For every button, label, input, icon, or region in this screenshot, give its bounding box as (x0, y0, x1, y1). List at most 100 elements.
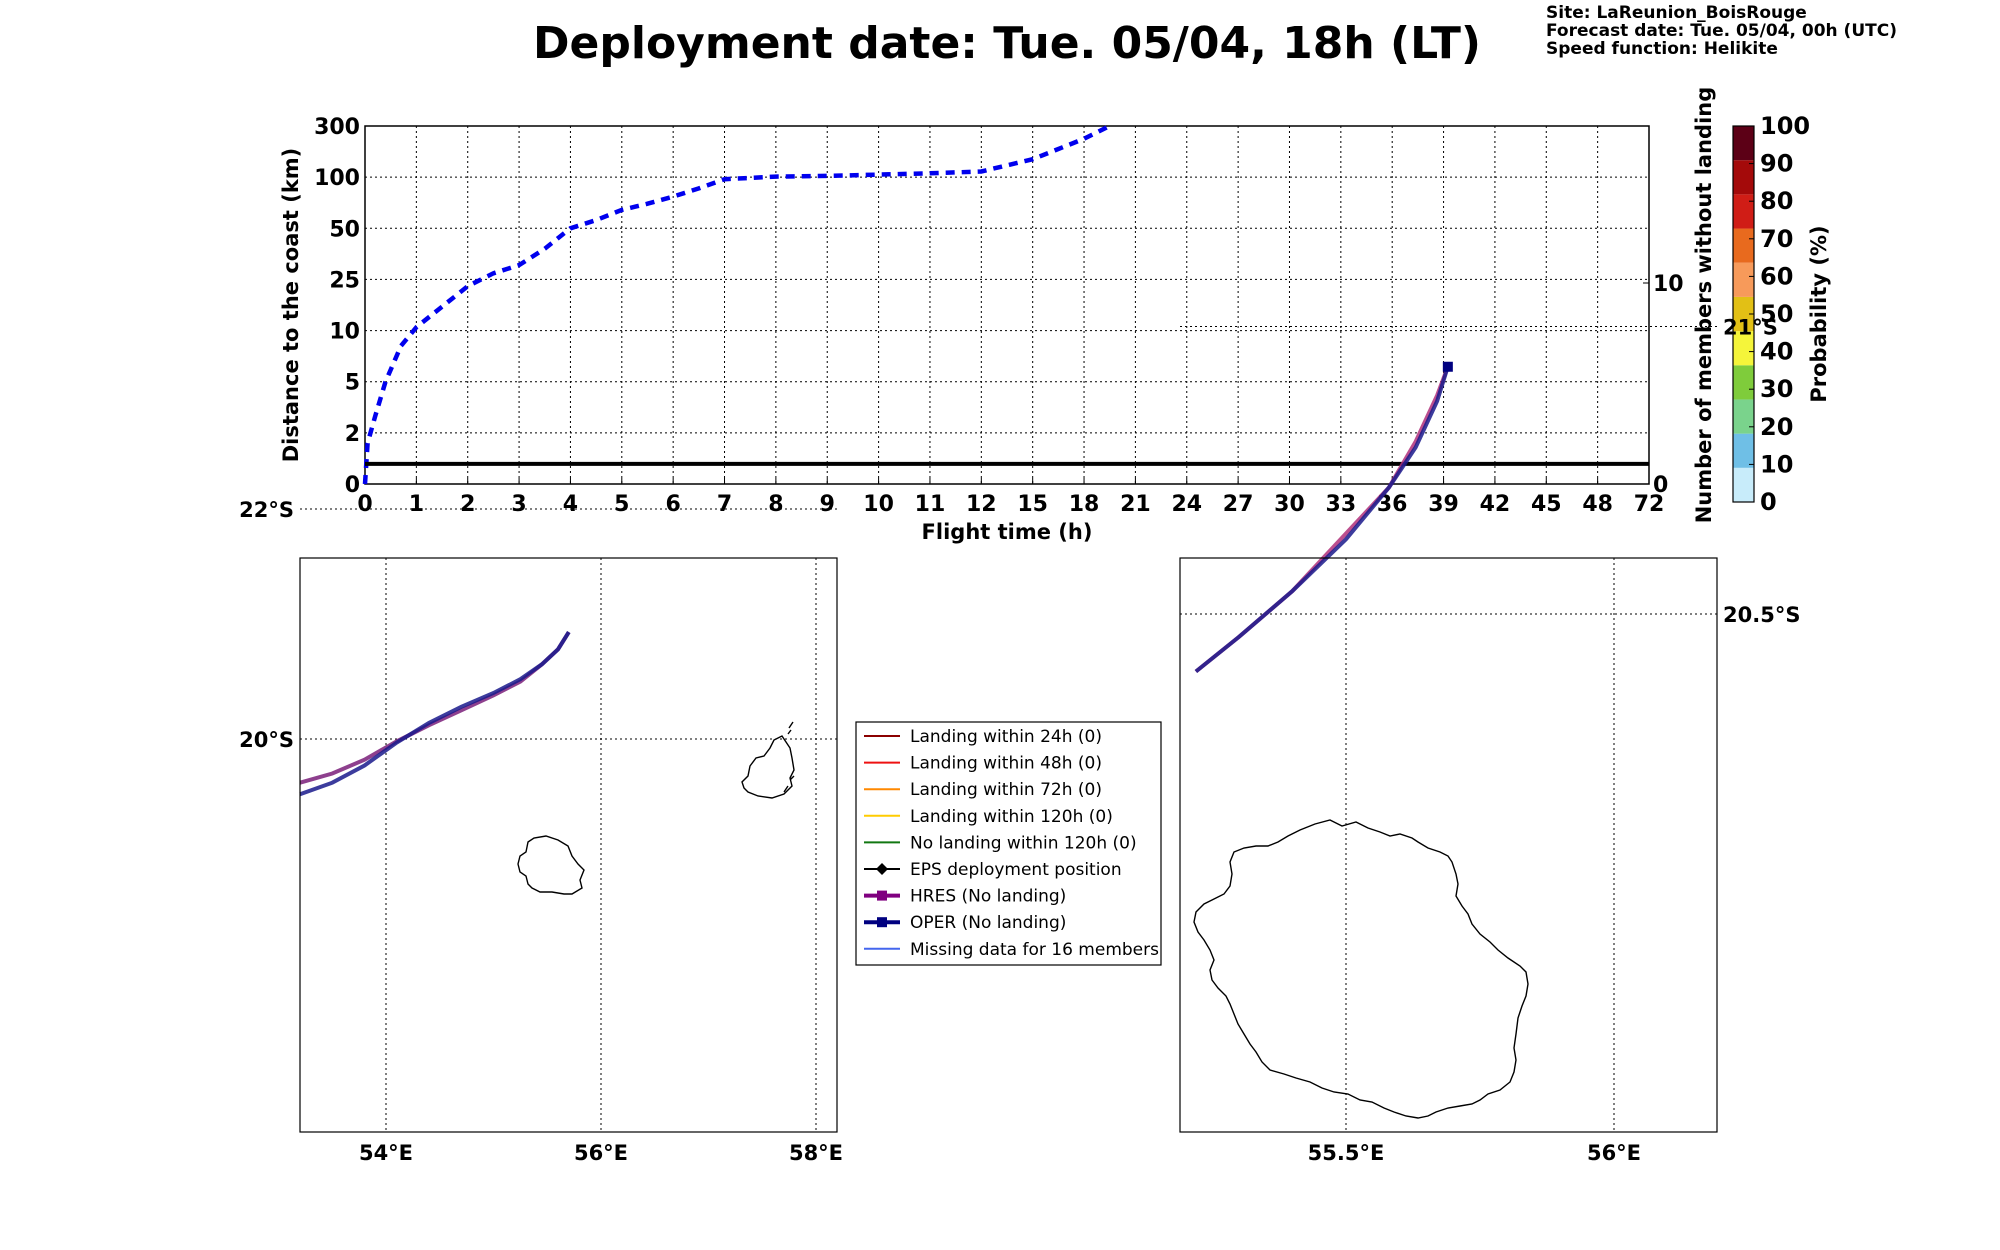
latitude-label: 22°S (239, 498, 294, 522)
legend-frame (855, 721, 1162, 966)
x-tick-label: 12 (966, 492, 997, 517)
x-tick-label: 6 (666, 492, 681, 517)
colorbar-tick-label: 90 (1760, 150, 1793, 178)
chart-frame (364, 125, 1650, 485)
map-tick-labels: 54°E 56°E 58°E 20°S 22°S (239, 498, 843, 1165)
chart-series (362, 123, 1649, 485)
x-tick-label: 15 (1017, 492, 1048, 517)
x-tick-label: 0 (357, 492, 372, 517)
x-tick-labels: 0 1 2 3 4 5 6 7 8 9 10 11 12 15 18 21 24 27 30 33 36 39 42 45 48… (357, 478, 1664, 517)
legend-label: OPER (No landing) (910, 913, 1066, 933)
y-axis-label: Distance to the coast (km) (279, 148, 303, 463)
legend: Landing within 24h (0) Landing within 48h… (855, 721, 1162, 966)
y-tick-label: 300 (314, 115, 360, 140)
map-tracks (299, 631, 571, 797)
y-tick-label: 25 (329, 268, 360, 293)
map-frame (299, 557, 838, 1133)
x-tick-label: 24 (1171, 492, 1202, 517)
colorbar-tick-label: 40 (1760, 338, 1793, 366)
x-tick-label: 33 (1326, 492, 1357, 517)
legend-label: Landing within 48h (0) (910, 754, 1102, 774)
legend-items: Landing within 24h (0) Landing within 48h… (864, 727, 1159, 960)
chart-grid (365, 126, 1649, 484)
track-oper (1194, 366, 1450, 674)
reunion-zoom-coastline (1193, 819, 1529, 1119)
site-info: Site: LaReunion_BoisRouge (1546, 3, 1807, 23)
legend-label: Landing within 120h (0) (910, 807, 1113, 827)
legend-item: Landing within 72h (0) (864, 780, 1102, 800)
colorbar-cell (1733, 262, 1754, 297)
x-axis-label: Flight time (h) (922, 520, 1093, 544)
y2-tick-label: 0 (1653, 473, 1668, 498)
deployment-marker (1442, 361, 1453, 372)
map-grid (300, 508, 837, 1132)
legend-label: Landing within 24h (0) (910, 727, 1102, 747)
forecast-info: Forecast date: Tue. 05/04, 00h (UTC) (1546, 21, 1897, 41)
zoom-map: 55.5°E 56°E 20.5°S 21°S (1179, 316, 1800, 1165)
legend-item: EPS deployment position (864, 860, 1122, 880)
x-tick-label: 27 (1223, 492, 1254, 517)
colorbar-cell (1733, 296, 1754, 332)
distance-line (362, 123, 1111, 485)
legend-item: Missing data for 16 members (864, 940, 1159, 960)
y-tick-label: 0 (345, 473, 360, 498)
legend-item: Landing within 120h (0) (864, 807, 1113, 827)
y-tick-label: 100 (314, 166, 360, 191)
x-tick-label: 8 (768, 492, 783, 517)
x-tick-label: 18 (1069, 492, 1100, 517)
longitude-label: 54°E (359, 1141, 413, 1165)
colorbar-cells (1733, 126, 1754, 502)
probability-colorbar: 0 10 20 30 40 50 60 70 80 90 100 Probability (%) (1732, 112, 1831, 516)
zoom-map-grid (1180, 326, 1717, 1132)
colorbar-cell (1733, 126, 1754, 161)
latitude-label: 20°S (239, 728, 294, 752)
legend-marker (876, 863, 888, 875)
x-tick-label: 72 (1634, 492, 1665, 517)
legend-label: EPS deployment position (910, 860, 1122, 880)
legend-label: Landing within 72h (0) (910, 780, 1102, 800)
mauritius-coastline (741, 721, 795, 799)
colorbar-cell (1733, 467, 1754, 502)
longitude-label: 56°E (574, 1141, 628, 1165)
legend-label: No landing within 120h (0) (910, 833, 1137, 853)
speed-info: Speed function: Helikite (1546, 39, 1778, 59)
main-title: Deployment date: Tue. 05/04, 18h (LT) (533, 18, 1481, 69)
latitude-label: 21°S (1723, 316, 1778, 340)
colorbar-tick-label: 70 (1760, 225, 1793, 253)
colorbar-tick-label: 30 (1760, 375, 1793, 403)
colorbar-tick-label: 0 (1760, 488, 1777, 516)
colorbar-cell (1733, 228, 1754, 263)
track-hres (1194, 366, 1450, 674)
x-tick-label: 42 (1480, 492, 1511, 517)
legend-item: OPER (No landing) (864, 913, 1066, 933)
longitude-label: 58°E (789, 1141, 843, 1165)
y-tick-label: 10 (329, 320, 360, 345)
colorbar-tick-label: 10 (1760, 450, 1793, 478)
colorbar-cell (1733, 365, 1754, 400)
track-oper (299, 631, 571, 797)
legend-item: Landing within 48h (0) (864, 754, 1102, 774)
longitude-label: 55.5°E (1308, 1141, 1385, 1165)
colorbar-tick-label: 50 (1760, 300, 1793, 328)
legend-item: Landing within 24h (0) (864, 727, 1102, 747)
x-tick-label: 2 (460, 492, 475, 517)
x-tick-label: 21 (1120, 492, 1151, 517)
colorbar-ticks: 0 10 20 30 40 50 60 70 80 90 100 (1749, 112, 1810, 516)
colorbar-label: Probability (%) (1807, 225, 1831, 402)
reunion-coastline (517, 835, 585, 895)
y-tick-label: 2 (345, 422, 360, 447)
x-tick-label: 39 (1428, 492, 1459, 517)
y-tick-label: 5 (345, 371, 360, 396)
zoom-map-tracks (1194, 361, 1453, 674)
y-tick-label: 50 (329, 217, 360, 242)
colorbar-tick-label: 60 (1760, 262, 1793, 290)
legend-item: HRES (No landing) (864, 887, 1066, 907)
colorbar-tick-label: 80 (1760, 187, 1793, 215)
colorbar-cell (1733, 160, 1754, 195)
y2-tick-label: 10 (1653, 272, 1684, 297)
distance-chart: 0 1 2 3 4 5 6 7 8 9 10 11 12 15 18 21 24 27 30 33 36 39 42 45 48… (279, 87, 1716, 544)
legend-marker (877, 890, 887, 901)
legend-item: No landing within 120h (0) (864, 833, 1137, 853)
